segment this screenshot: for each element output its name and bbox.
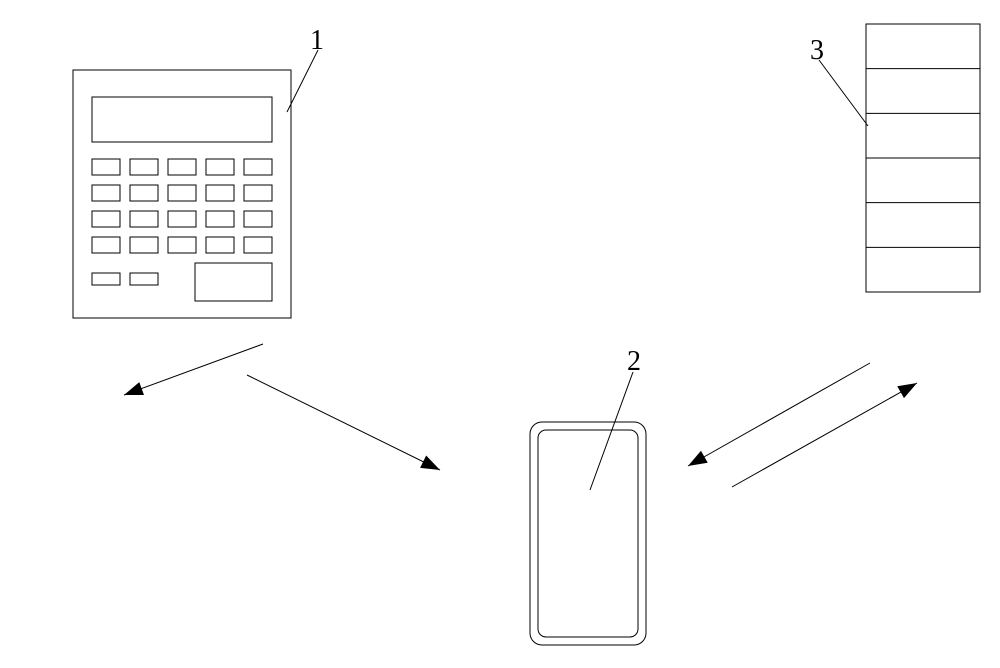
device-label: 1 — [310, 25, 324, 57]
server-label: 3 — [810, 35, 824, 67]
phone-label: 2 — [627, 346, 641, 378]
diagram-canvas — [0, 0, 1000, 668]
